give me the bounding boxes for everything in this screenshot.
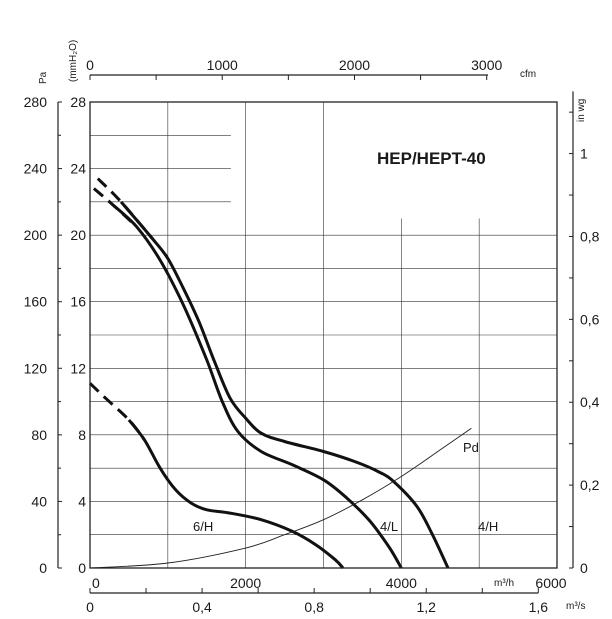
pa-tick-label: 200 xyxy=(24,227,48,243)
cfm-tick-label: 1000 xyxy=(207,57,238,73)
m3s-tick-label: 0 xyxy=(86,599,94,615)
mmh2o-tick-label: 0 xyxy=(78,560,86,576)
in-wg-tick-label: 1 xyxy=(580,146,588,162)
mmh2o-axis-ticks: 0 4 8 12 16 20 24 28 xyxy=(70,94,86,576)
cfm-tick-label: 3000 xyxy=(471,57,502,73)
curve-label-4l: 4/L xyxy=(380,519,398,534)
mmh2o-tick-label: 8 xyxy=(78,427,86,443)
chart-curves xyxy=(88,177,472,570)
mmh2o-tick-label: 20 xyxy=(70,227,86,243)
in-wg-axis-label: in wg xyxy=(576,99,587,122)
pa-axis-ticks: 0 40 80 120 160 200 240 280 xyxy=(24,94,62,576)
pa-tick-label: 40 xyxy=(31,493,47,509)
in-wg-tick-label: 0,2 xyxy=(580,477,600,493)
m3h-axis-label: m³/h xyxy=(494,578,514,589)
curve-label-4h: 4/H xyxy=(478,519,498,534)
m3h-tick-label: 2000 xyxy=(230,575,261,591)
mmh2o-tick-label: 12 xyxy=(70,360,86,376)
in-wg-tick-label: 0,4 xyxy=(580,394,600,410)
curve-4h xyxy=(119,200,450,569)
m3s-tick-label: 0,8 xyxy=(304,599,324,615)
m3s-axis-label: m³/s xyxy=(566,601,585,612)
m3s-axis-ticks: 0 0,4 0,8 1,2 1,6 xyxy=(86,588,548,615)
m3s-tick-label: 1,2 xyxy=(417,599,437,615)
grid-lines xyxy=(90,102,557,568)
in-wg-axis-ticks: 0 0,2 0,4 0,6 0,8 1 xyxy=(569,111,600,576)
pa-tick-label: 0 xyxy=(39,560,47,576)
mmh2o-tick-label: 4 xyxy=(78,493,86,509)
cfm-axis-label: cfm xyxy=(520,69,536,80)
curve-label-6h: 6/H xyxy=(193,519,213,534)
curve-6h xyxy=(127,418,345,570)
in-wg-tick-label: 0,6 xyxy=(580,311,600,327)
mmh2o-tick-label: 28 xyxy=(70,94,86,110)
plot-frame xyxy=(89,101,558,569)
mmh2o-tick-label: 16 xyxy=(70,294,86,310)
m3s-tick-label: 0,4 xyxy=(192,599,212,615)
pa-tick-label: 160 xyxy=(24,294,48,310)
m3h-tick-label: 4000 xyxy=(386,575,417,591)
m3h-tick-label: 6000 xyxy=(535,575,566,591)
m3s-tick-label: 1,6 xyxy=(529,599,549,615)
in-wg-tick-label: 0 xyxy=(580,560,588,576)
pa-tick-label: 280 xyxy=(24,94,48,110)
mmh2o-tick-label: 24 xyxy=(70,161,86,177)
pa-tick-label: 240 xyxy=(24,161,48,177)
pa-axis-label: Pa xyxy=(38,71,49,84)
mmh2o-axis-label: (mmH₂O) xyxy=(68,40,79,82)
pa-tick-label: 80 xyxy=(31,427,47,443)
cfm-axis-ticks: 0 1000 2000 3000 xyxy=(86,57,502,80)
m3h-tick-label: 0 xyxy=(92,575,100,591)
pa-tick-label: 120 xyxy=(24,360,48,376)
curve-label-pd: Pd xyxy=(463,440,479,455)
chart-title: HEP/HEPT-40 xyxy=(377,149,486,168)
cfm-tick-label: 0 xyxy=(86,57,94,73)
curve-4l xyxy=(112,204,403,569)
m3h-axis-ticks: 0 2000 4000 6000 xyxy=(92,575,567,591)
in-wg-tick-label: 0,8 xyxy=(580,228,600,244)
curve-pd xyxy=(89,427,472,569)
curve-4h-dashed xyxy=(96,177,154,240)
cfm-tick-label: 2000 xyxy=(339,57,370,73)
curve-6h-dashed xyxy=(88,382,146,441)
